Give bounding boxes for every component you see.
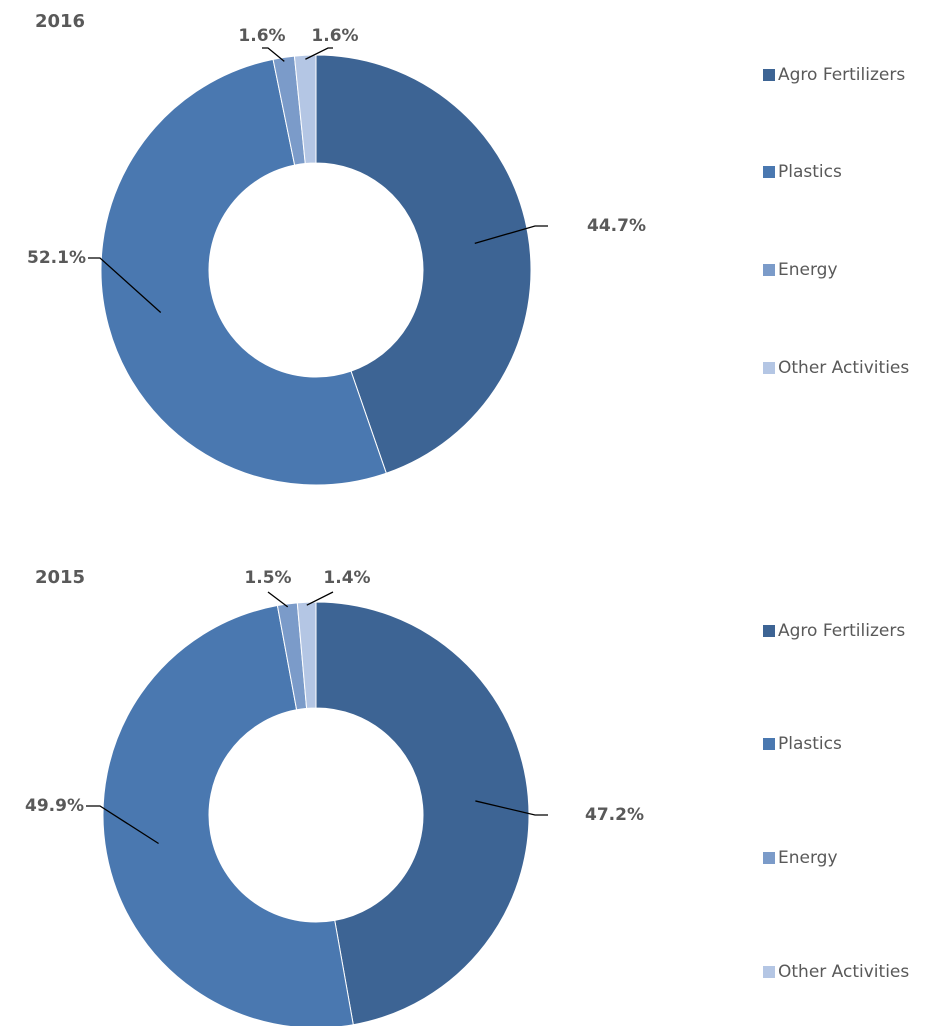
- legend-swatch: [763, 625, 775, 637]
- data-label: 52.1%: [27, 248, 86, 268]
- data-label: 1.5%: [244, 568, 291, 588]
- legend-label: Agro Fertilizers: [778, 65, 905, 85]
- leader-line: [306, 591, 334, 606]
- legend-label: Other Activities: [778, 962, 909, 982]
- data-label: 1.6%: [311, 26, 358, 46]
- donut-slice: [296, 601, 317, 709]
- legend-label: Agro Fertilizers: [778, 621, 905, 641]
- donut-slice: [100, 58, 387, 486]
- chart-title: 2016: [35, 11, 85, 32]
- leader-line: [475, 800, 548, 816]
- donut-slice: [293, 54, 317, 165]
- legend-label: Energy: [778, 848, 838, 868]
- data-label: 47.2%: [585, 805, 644, 825]
- chart-title: 2015: [35, 567, 85, 588]
- data-label: 44.7%: [587, 216, 646, 236]
- legend-swatch: [763, 852, 775, 864]
- legend-swatch: [763, 264, 775, 276]
- data-label: 1.6%: [238, 26, 285, 46]
- leader-line: [474, 225, 548, 244]
- legend-swatch: [763, 966, 775, 978]
- donut-slice: [102, 604, 354, 1026]
- leader-line: [88, 257, 162, 313]
- legend-label: Other Activities: [778, 358, 909, 378]
- legend-swatch: [763, 69, 775, 81]
- legend-label: Plastics: [778, 162, 842, 182]
- donut-slice: [315, 601, 530, 1026]
- legend-swatch: [763, 166, 775, 178]
- legend-swatch: [763, 738, 775, 750]
- leader-line: [305, 47, 333, 60]
- data-label: 49.9%: [25, 796, 84, 816]
- data-label: 1.4%: [323, 568, 370, 588]
- legend-label: Energy: [778, 260, 838, 280]
- leader-line: [86, 805, 159, 845]
- legend-label: Plastics: [778, 734, 842, 754]
- leader-line: [262, 47, 285, 62]
- donut-slice: [315, 54, 532, 474]
- leader-line: [267, 591, 289, 608]
- legend-swatch: [763, 362, 775, 374]
